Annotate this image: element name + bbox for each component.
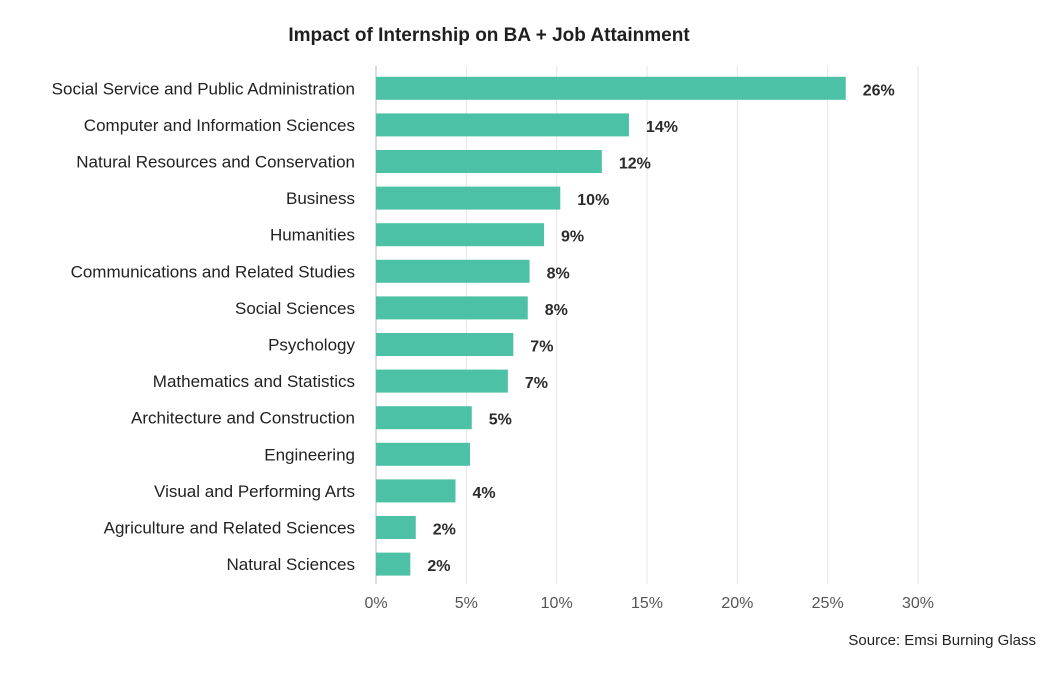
bar	[376, 296, 528, 320]
gridlines	[375, 66, 919, 584]
category-label: Humanities	[270, 226, 355, 245]
category-label: Mathematics and Statistics	[153, 372, 355, 391]
data-label: 4%	[472, 485, 495, 502]
category-label: Engineering	[264, 445, 355, 464]
category-label: Communications and Related Studies	[71, 262, 355, 281]
x-tick-label: 30%	[902, 595, 934, 612]
bar	[376, 369, 508, 393]
bar	[376, 113, 629, 137]
data-label: 5%	[489, 412, 512, 429]
bar	[376, 76, 846, 100]
data-label: 7%	[525, 375, 548, 392]
data-label: 8%	[547, 265, 570, 282]
category-labels: Social Service and Public Administration…	[52, 79, 356, 574]
bar	[376, 223, 545, 247]
chart-title: Impact of Internship on BA + Job Attainm…	[288, 25, 690, 46]
data-label: 2%	[427, 558, 450, 575]
bar	[376, 186, 561, 210]
source-note: Source: Emsi Burning Glass	[848, 632, 1036, 649]
category-label: Natural Resources and Conservation	[76, 153, 355, 172]
category-label: Social Sciences	[235, 299, 355, 318]
data-label: 12%	[619, 156, 651, 173]
x-axis-ticks: 0% 5% 10% 15% 20% 25% 30%	[364, 595, 934, 612]
bar	[376, 442, 470, 466]
x-tick-label: 20%	[721, 595, 753, 612]
data-label: 10%	[577, 192, 609, 209]
data-label: 7%	[530, 339, 553, 356]
category-label: Psychology	[268, 336, 355, 355]
bar	[376, 552, 411, 576]
x-tick-label: 10%	[541, 595, 573, 612]
data-label: 14%	[646, 119, 678, 136]
x-tick-label: 15%	[631, 595, 663, 612]
bars	[376, 76, 846, 576]
data-labels: 26% 14% 12% 10% 9% 8% 8% 7% 7% 5% 4% 2% 2%	[427, 82, 894, 575]
category-label: Social Service and Public Administration	[52, 79, 355, 98]
x-tick-label: 25%	[812, 595, 844, 612]
data-label: 2%	[433, 522, 456, 539]
bar	[376, 333, 514, 356]
data-label: 9%	[561, 229, 584, 246]
bar	[376, 516, 416, 539]
x-tick-label: 0%	[364, 595, 387, 612]
category-label: Agriculture and Related Sciences	[104, 519, 355, 538]
category-label: Computer and Information Sciences	[84, 116, 355, 135]
bar	[376, 406, 472, 430]
category-label: Architecture and Construction	[131, 409, 355, 428]
category-label: Natural Sciences	[226, 555, 355, 574]
data-label: 26%	[863, 82, 895, 99]
category-label: Visual and Performing Arts	[154, 482, 355, 501]
bar	[376, 479, 456, 503]
data-label: 8%	[545, 302, 568, 319]
category-label: Business	[286, 189, 355, 208]
bar	[376, 150, 602, 173]
bar	[376, 259, 530, 283]
x-tick-label: 5%	[455, 595, 478, 612]
